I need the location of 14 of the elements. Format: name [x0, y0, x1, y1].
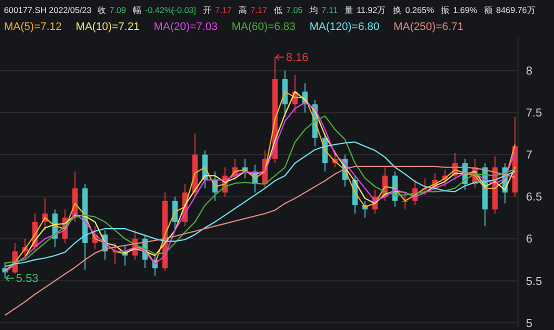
annotation: 5.53 [16, 273, 38, 286]
y-tick-label: 5.5 [526, 276, 542, 288]
y-tick-label: 6 [526, 234, 532, 246]
candlestick [402, 192, 408, 210]
legend: MA(5)=7.12 MA(10)=7.21 MA(20)=7.03 MA(60)=6.83 MA(120)=6.80 MA(250)=6.71 [4, 21, 464, 33]
header: 收 7.09 幅 -0.42%[-0.03] 开 7.17 高 7.17 低 7.05 均 7.11 量 11.92万 换 0.265% 振 1.69% 额 8469.76万 [97, 5, 536, 15]
y-tick-label: 7 [526, 150, 532, 162]
y-tick-label: 7.5 [526, 108, 542, 120]
y-tick-label: 8 [526, 66, 532, 78]
y-tick-label: 5 [526, 318, 532, 330]
candlestick [172, 196, 178, 231]
chart-title: 600177.SH 2022/05/23 [4, 5, 92, 15]
annotation: 8.16 [286, 52, 308, 64]
y-tick-label: 6.5 [526, 192, 542, 204]
